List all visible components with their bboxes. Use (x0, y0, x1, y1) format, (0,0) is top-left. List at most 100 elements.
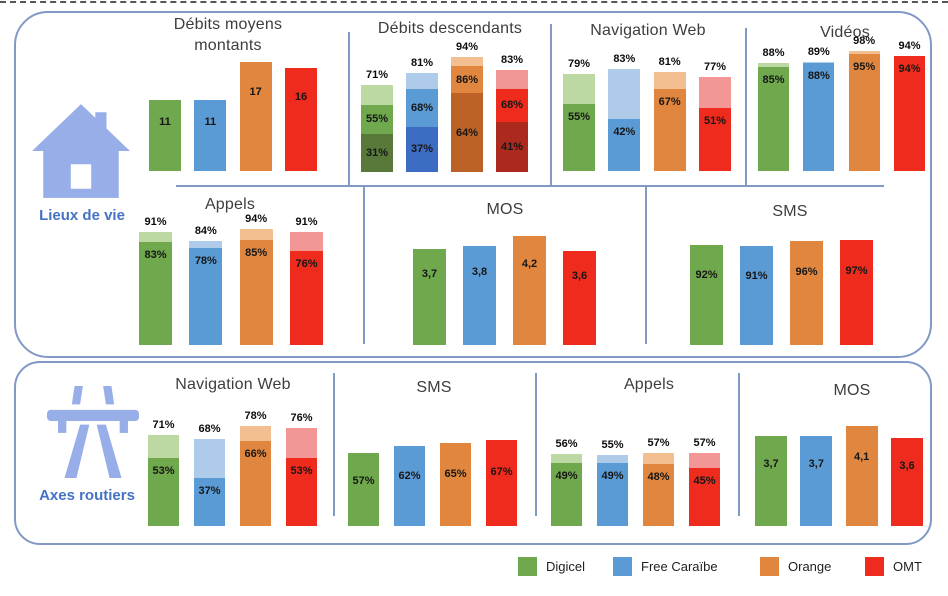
bar-orange: 48% 57% (643, 404, 674, 526)
bar-segment (394, 446, 425, 526)
bar-segment (239, 239, 273, 345)
divider-line (348, 32, 350, 186)
bar-segment (758, 63, 789, 67)
bar-segment (406, 126, 438, 172)
bar-stack (486, 439, 517, 526)
bar-value-label: 31% (365, 146, 389, 159)
divider-line (738, 373, 740, 516)
bar-value-label: 4,1 (854, 450, 870, 463)
chart-plot-mos-lieux: 3,7 3,8 4,2 3,6 (413, 215, 596, 345)
legend-swatch-orange (760, 557, 779, 576)
bar-value-label: 76% (295, 257, 318, 270)
bar-value-label: 3,6 (899, 460, 915, 473)
house-icon (32, 104, 130, 198)
bar-stack (451, 56, 483, 172)
bar-segment (240, 441, 271, 526)
bar-stack (840, 239, 873, 345)
bar-stack (194, 100, 227, 171)
bar-value-label: 91% (295, 216, 318, 229)
bar-segment (361, 84, 393, 105)
bar-digicel: 55% 79% (563, 36, 595, 171)
bar-orange: 96% (790, 215, 823, 345)
bar-omt: 51% 77% (698, 36, 731, 171)
bar-free-cara-be: 3,7 (800, 404, 833, 526)
bar-segment (496, 121, 528, 172)
bar-digicel: 57% (348, 404, 379, 526)
bar-segment (890, 438, 923, 526)
bar-stack (194, 438, 225, 526)
bar-orange: 4,2 (513, 215, 546, 345)
chart-plot-sms-lieux: 92% 91% 96% 97% (690, 215, 873, 345)
bar-segment (496, 70, 528, 89)
bar-stack (513, 235, 546, 345)
chart-plot-navigation-web-lieux: 55% 79% 42% 83% 67% 81% 51% 77% (563, 36, 731, 171)
legend-label: OMT (893, 559, 922, 574)
chart-title-mos: MOS (486, 201, 524, 218)
bar-orange: 65% (440, 404, 471, 526)
legend-swatch-digicel (518, 557, 537, 576)
bar-stack (890, 438, 923, 526)
bar-stack (563, 74, 595, 171)
bar-orange: 64% 86% 94% (451, 37, 483, 172)
bar-digicel: 83% 91% (139, 215, 172, 345)
legend-label: Digicel (546, 559, 586, 574)
bar-stack (758, 63, 789, 171)
bar-segment (653, 71, 686, 89)
bar-omt: 76% 91% (289, 215, 323, 345)
bar-segment (608, 119, 641, 171)
bar-free-cara-be: 37% 68% 81% (406, 37, 438, 172)
bar-stack (608, 69, 641, 171)
bar-value-label: 95% (853, 61, 876, 74)
bar-value-label: 96% (795, 265, 818, 278)
bar-value-label: 81% (410, 56, 434, 69)
bar-stack (289, 232, 323, 345)
bar-segment (893, 55, 925, 171)
bar-value-label: 37% (198, 485, 221, 498)
bar-value-label: 67% (490, 465, 513, 478)
chart-plot-mos-axes: 3,7 3,7 4,1 3,6 (755, 404, 923, 526)
bar-segment (740, 246, 773, 345)
bar-value-label: 81% (658, 55, 681, 68)
chart-title-debits-descendants: Débits descendants (377, 20, 523, 37)
bar-segment (513, 235, 546, 345)
bar-segment (194, 100, 227, 171)
bar-segment (284, 68, 317, 171)
legend-item-free-caraibe: Free Caraïbe (613, 557, 718, 576)
chart-title-line: Débits moyens (173, 16, 283, 33)
chart-plot-sms-axes: 57% 62% 65% 67% (348, 404, 517, 526)
bar-segment (239, 228, 273, 240)
bar-segment (643, 464, 674, 526)
bar-value-label: 57% (693, 436, 716, 449)
legend-item-orange: Orange (760, 557, 831, 576)
bar-value-label: 57% (647, 436, 670, 449)
bar-segment (440, 442, 471, 526)
bar-value-label: 98% (853, 34, 876, 47)
bar-segment (800, 435, 833, 526)
legend-item-digicel: Digicel (518, 557, 585, 576)
chart-title-appels: Appels (204, 196, 256, 213)
bar-segment (840, 239, 873, 345)
bar-omt: 45% 57% (689, 404, 720, 526)
bar-value-label: 91% (144, 216, 167, 229)
bar-value-label: 91% (745, 270, 768, 283)
bar-segment (563, 251, 596, 345)
bar-stack (406, 72, 438, 172)
bar-value-label: 94% (898, 62, 921, 75)
bar-digicel: 53% 71% (148, 404, 179, 526)
bar-stack (496, 70, 528, 172)
bar-value-label: 94% (245, 212, 268, 225)
bar-value-label: 85% (245, 246, 268, 259)
bar-stack (394, 446, 425, 526)
bar-value-label: 79% (567, 58, 591, 71)
bar-stack (239, 61, 272, 171)
bar-segment (189, 241, 223, 249)
bar-stack (653, 71, 686, 171)
bar-segment (239, 61, 272, 171)
bar-value-label: 11 (159, 115, 171, 128)
bar-segment (289, 232, 323, 251)
bar-orange: 4,1 (845, 404, 878, 526)
divider-line (363, 187, 365, 344)
bar-segment (803, 61, 835, 63)
bar-value-label: 16 (294, 90, 308, 103)
